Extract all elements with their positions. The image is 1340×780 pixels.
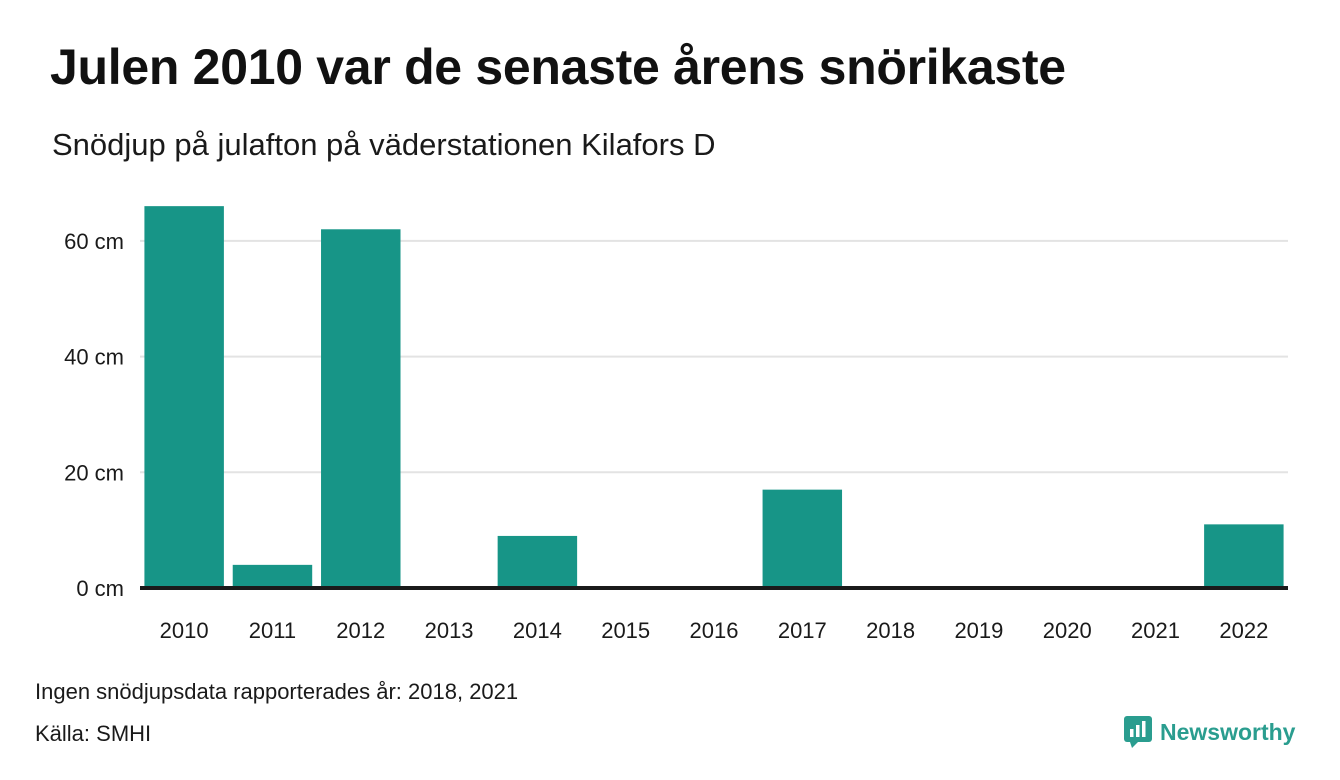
source-label: Källa: <box>35 721 91 746</box>
y-axis-ticks: 0 cm 20 cm 40 cm 60 cm <box>64 229 124 601</box>
x-tick-label: 2011 <box>249 618 296 643</box>
bar-2022 <box>1204 524 1284 588</box>
x-tick-label: 2017 <box>778 618 827 643</box>
bar-chart: 0 cm 20 cm 40 cm 60 cm 2010 2011 2012 2013 2014… <box>64 206 1288 643</box>
y-tick-label: 60 cm <box>64 229 124 254</box>
x-tick-label: 2016 <box>690 618 739 643</box>
x-tick-label: 2020 <box>1043 618 1092 643</box>
bar-2010 <box>144 206 224 588</box>
bar-2011 <box>232 564 313 588</box>
newsworthy-logo-icon <box>1124 716 1152 748</box>
brand-name: Newsworthy <box>1160 718 1296 745</box>
x-tick-label: 2018 <box>866 618 915 643</box>
brand-logo[interactable]: Newsworthy <box>1124 716 1295 748</box>
x-tick-label: 2019 <box>954 618 1003 643</box>
y-tick-label: 40 cm <box>64 345 124 370</box>
x-tick-label: 2010 <box>160 618 209 643</box>
bar-2012 <box>321 229 401 589</box>
x-axis-ticks: 2010 2011 2012 2013 2014 2015 2016 2017 2018 2019… <box>160 618 1269 643</box>
chart-title: Julen 2010 var de senaste årens snörikas… <box>50 39 1066 95</box>
y-tick-label: 20 cm <box>64 460 124 485</box>
x-tick-label: 2015 <box>601 618 650 643</box>
x-tick-label: 2021 <box>1131 618 1180 643</box>
source-line: Källa: SMHI <box>35 721 151 747</box>
gridlines <box>140 239 1288 474</box>
x-tick-label: 2014 <box>513 618 562 643</box>
chart-subtitle: Snödjup på julafton på väderstationen Ki… <box>52 127 716 162</box>
x-tick-label: 2012 <box>336 618 385 643</box>
missing-data-note: Ingen snödjupsdata rapporterades år: 201… <box>35 679 519 704</box>
x-tick-label: 2022 <box>1219 618 1268 643</box>
bar-2017 <box>762 489 843 588</box>
x-tick-label: 2013 <box>425 618 474 643</box>
y-tick-label: 0 cm <box>76 576 124 601</box>
source-value: SMHI <box>96 721 152 746</box>
bars <box>144 206 1284 589</box>
bar-2014 <box>497 535 578 588</box>
